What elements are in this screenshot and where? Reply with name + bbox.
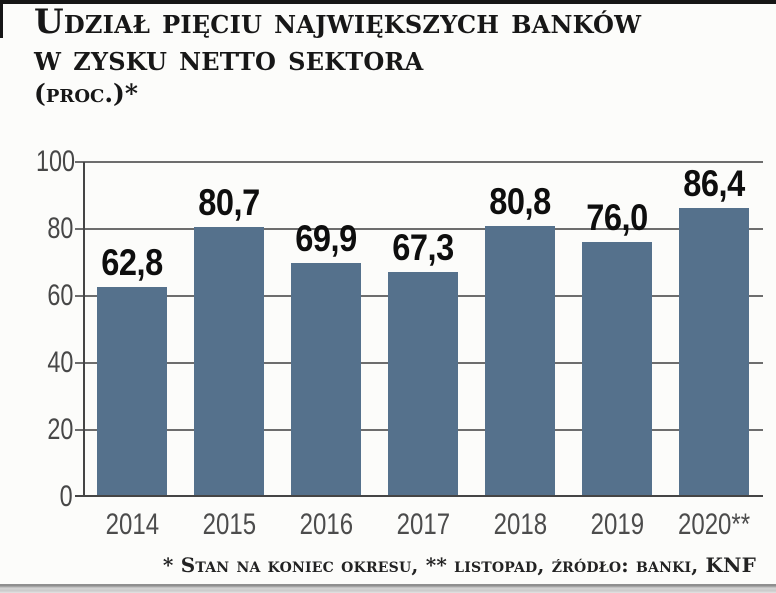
y-axis-tick-text: 100 [36, 145, 76, 178]
x-axis-label-text: 2017 [396, 508, 450, 541]
bar-value-label: 80,7 [159, 182, 299, 223]
x-axis-label: 2019 [547, 509, 687, 541]
chart-plot: 0 20 40 60 80 100 62,8 2014 80,7 2015 69,9 2016 67,3… [36, 147, 763, 541]
y-axis-line [83, 162, 85, 497]
chart-title: Udział pięciu największych banków w zysk… [34, 4, 641, 109]
y-axis-tick-label: 80 [25, 214, 73, 244]
bar-value-text: 86,4 [683, 163, 745, 204]
bar [679, 208, 749, 497]
y-axis-tick-text: 80 [46, 212, 73, 245]
bar-value-text: 80,7 [198, 182, 260, 223]
y-axis-tick-label: 100 [25, 145, 76, 178]
bar [582, 242, 652, 497]
y-axis-tick-label: 60 [25, 281, 73, 311]
left-border-stub [0, 0, 3, 38]
x-axis-label-text: 2016 [299, 508, 353, 541]
bar-value-text: 76,0 [586, 197, 648, 238]
bar [291, 263, 361, 497]
y-axis-tick-text: 40 [46, 346, 73, 379]
bar-value-label: 69,9 [256, 218, 396, 259]
chart-title-unit: (proc.)* [34, 79, 138, 108]
bar-value-text: 80,8 [489, 181, 551, 222]
x-axis-label: 2015 [159, 509, 299, 541]
bar-value-label: 62,8 [62, 242, 202, 283]
x-axis-label: 2017 [353, 509, 493, 541]
y-axis-tick-label: 0 [25, 482, 73, 512]
gridline [75, 161, 763, 163]
bar-value-text: 62,8 [101, 242, 163, 283]
x-axis-label-text: 2020** [677, 508, 751, 541]
y-axis-tick-text: 0 [59, 480, 73, 513]
bar-value-label: 80,8 [450, 181, 590, 222]
bar-value-text: 69,9 [295, 218, 357, 259]
bar [194, 227, 264, 497]
bar [97, 287, 167, 497]
gridline [75, 228, 763, 230]
x-axis-label: 2014 [62, 509, 202, 541]
x-axis-label-text: 2014 [105, 508, 159, 541]
x-axis-label-text: 2015 [202, 508, 256, 541]
y-axis-tick-text: 60 [46, 279, 73, 312]
y-axis-tick-label: 40 [25, 348, 73, 378]
bar-value-label: 86,4 [644, 163, 776, 204]
chart-title-line2: w zysku netto sektora [34, 39, 424, 79]
chart-title-line1: Udział pięciu największych banków [34, 2, 642, 42]
x-axis-line [75, 495, 763, 497]
y-axis-tick-text: 20 [46, 413, 73, 446]
bar [485, 226, 555, 497]
y-axis-tick-label: 20 [25, 415, 73, 445]
bar-value-text: 67,3 [392, 227, 454, 268]
bar-value-label: 76,0 [547, 197, 687, 238]
x-axis-label: 2020** [644, 509, 776, 541]
x-axis-label: 2018 [450, 509, 590, 541]
page-bottom-strip [0, 584, 776, 593]
x-axis-label: 2016 [256, 509, 396, 541]
bar-value-label: 67,3 [353, 227, 493, 268]
top-border-rule [0, 0, 776, 4]
x-axis-label-text: 2018 [493, 508, 547, 541]
x-axis-label-text: 2019 [590, 508, 644, 541]
source-footnote: * Stan na koniec okresu, ** listopad, źr… [162, 553, 756, 577]
bar [388, 272, 458, 497]
